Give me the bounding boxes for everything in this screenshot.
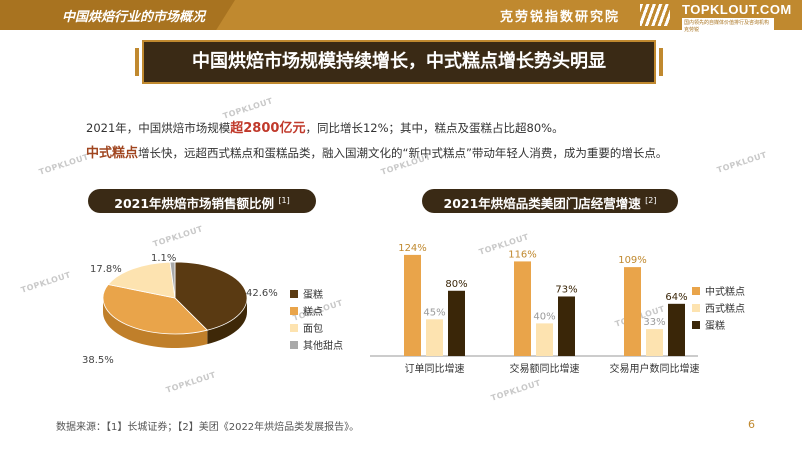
pie-label-bread: 17.8% (90, 264, 122, 275)
bar-legend: 中式糕点 西式糕点 蛋糕 (692, 282, 745, 333)
logo-subtext: 国内领先的自媒体价值排行及咨询机构 克劳锐 (682, 18, 774, 34)
pie-slices (102, 261, 248, 348)
brand-logo: TOPKLOUT.COM 国内领先的自媒体价值排行及咨询机构 克劳锐 (682, 2, 797, 34)
pie-label-other: 1.1% (151, 253, 177, 264)
section-tab (0, 0, 235, 30)
bar-chinese-pastry-2 (624, 267, 641, 356)
bar-label-western-pastry-1: 40% (533, 311, 555, 322)
pie-panel-title: 2021年烘焙市场销售额比例 [1] (88, 189, 316, 213)
page-number: 6 (748, 418, 755, 431)
watermark: TOPKLOUT (489, 378, 543, 403)
stripes-decoration (640, 4, 670, 26)
legend-swatch (290, 323, 298, 332)
x-tick-label-1: 交易额同比增速 (510, 362, 580, 375)
legend-label: 中式糕点 (705, 287, 745, 298)
watermark: TOPKLOUT (37, 152, 91, 177)
legend-label: 面包 (303, 324, 323, 335)
pie-slice-cake (174, 261, 248, 331)
legend-swatch (692, 303, 700, 312)
legend-swatch (290, 340, 298, 349)
legend-item-bread: 面包 (290, 319, 343, 336)
pie-slice-bread (107, 261, 176, 299)
bar-label-chinese-pastry-0: 124% (398, 243, 427, 254)
legend-item-cake: 蛋糕 (290, 285, 343, 302)
summary-text: ，同比增长12%；其中，糕点及蛋糕占比超80%。 (305, 121, 564, 135)
bar-ref: [2] (645, 196, 657, 205)
bar-cake-0 (448, 290, 465, 356)
pie-slice-pastry (102, 284, 209, 335)
bar-label-chinese-pastry-1: 116% (508, 249, 537, 260)
bar-chart-body: 124% 45% 80% 订单同比增速 116% 40% 73% 交易额同比增速 109% 33%… (370, 243, 700, 375)
pie-label-pastry: 38.5% (82, 355, 114, 366)
summary-line-1: 2021年，中国烘焙市场规模超2800亿元，同比增长12%；其中，糕点及蛋糕占比… (86, 117, 564, 136)
bar-western-pastry-2 (646, 329, 663, 356)
legend-label: 西式糕点 (705, 304, 745, 315)
logo-text: TOPKLOUT.COM (682, 2, 792, 17)
section-title: 中国烘焙行业的市场概况 (62, 10, 206, 25)
legend-item-pastry: 糕点 (290, 302, 343, 319)
bar-label-cake-0: 80% (445, 279, 467, 290)
x-tick-label-0: 订单同比增速 (405, 362, 465, 375)
legend-swatch (290, 306, 298, 315)
bar-cake-1 (558, 296, 575, 356)
chinese-pastry-highlight: 中式糕点 (86, 146, 139, 161)
legend-item-other: 其他甜点 (290, 336, 343, 353)
data-source: 数据来源：【1】长城证券；【2】美团《2022年烘焙品类发展报告》。 (56, 422, 360, 433)
top-bar: 中国烘焙行业的市场概况 克劳锐指数研究院 TOPKLOUT.COM 国内领先的自… (0, 0, 802, 34)
summary-text: 2021年，中国烘焙市场规模 (86, 121, 231, 135)
pie-slice-cake-side (207, 298, 247, 345)
pie-slice-other (169, 261, 176, 299)
watermark: TOPKLOUT (19, 270, 73, 295)
bar-label-western-pastry-2: 33% (643, 317, 665, 328)
bar-western-pastry-1 (536, 323, 553, 356)
market-size-highlight: 超2800亿元 (230, 121, 306, 136)
pie-label-cake: 42.6% (246, 288, 278, 299)
bar-chinese-pastry-1 (514, 261, 531, 356)
legend-label: 其他甜点 (303, 341, 343, 352)
org-name: 克劳锐指数研究院 (500, 10, 621, 25)
legend-swatch (290, 289, 298, 298)
bar-western-pastry-0 (426, 319, 443, 356)
bar-label-cake-2: 64% (665, 292, 687, 303)
bar-title-text: 2021年烘焙品类美团门店经营增速 (443, 196, 641, 212)
summary-text: 增长快，远超西式糕点和蛋糕品类，融入国潮文化的“新中式糕点”带动年轻人消费，成为… (138, 146, 668, 160)
bar-cake-2 (668, 303, 685, 356)
legend-swatch (692, 320, 700, 329)
legend-item-chinese-pastry: 中式糕点 (692, 282, 745, 299)
legend-item-western-pastry: 西式糕点 (692, 299, 745, 316)
legend-label: 蛋糕 (705, 321, 725, 332)
bar-label-cake-1: 73% (555, 284, 577, 295)
watermark: TOPKLOUT (715, 150, 769, 175)
bar-chart: 124% 45% 80% 订单同比增速 116% 40% 73% 交易额同比增速 109% 33%… (370, 243, 700, 375)
page-title-banner: 中国烘焙市场规模持续增长，中式糕点增长势头明显 (135, 40, 663, 84)
pie-chart (102, 261, 248, 348)
bar-panel-title: 2021年烘焙品类美团门店经营增速 [2] (422, 189, 678, 213)
legend-item-cake: 蛋糕 (692, 316, 745, 333)
pie-legend: 蛋糕 糕点 面包 其他甜点 (290, 285, 343, 353)
legend-label: 糕点 (303, 307, 323, 318)
bar-label-western-pastry-0: 45% (423, 307, 445, 318)
legend-swatch (692, 286, 700, 295)
pie-slice-pastry-side (103, 298, 208, 348)
legend-label: 蛋糕 (303, 290, 323, 301)
bar-label-chinese-pastry-2: 109% (618, 255, 647, 266)
x-tick-label-2: 交易用户数同比增速 (610, 362, 700, 375)
bar-chinese-pastry-0 (404, 254, 421, 356)
pie-ref: [1] (278, 196, 290, 205)
pie-title-text: 2021年烘焙市场销售额比例 (114, 196, 275, 212)
summary-line-2: 中式糕点增长快，远超西式糕点和蛋糕品类，融入国潮文化的“新中式糕点”带动年轻人消… (86, 142, 667, 161)
